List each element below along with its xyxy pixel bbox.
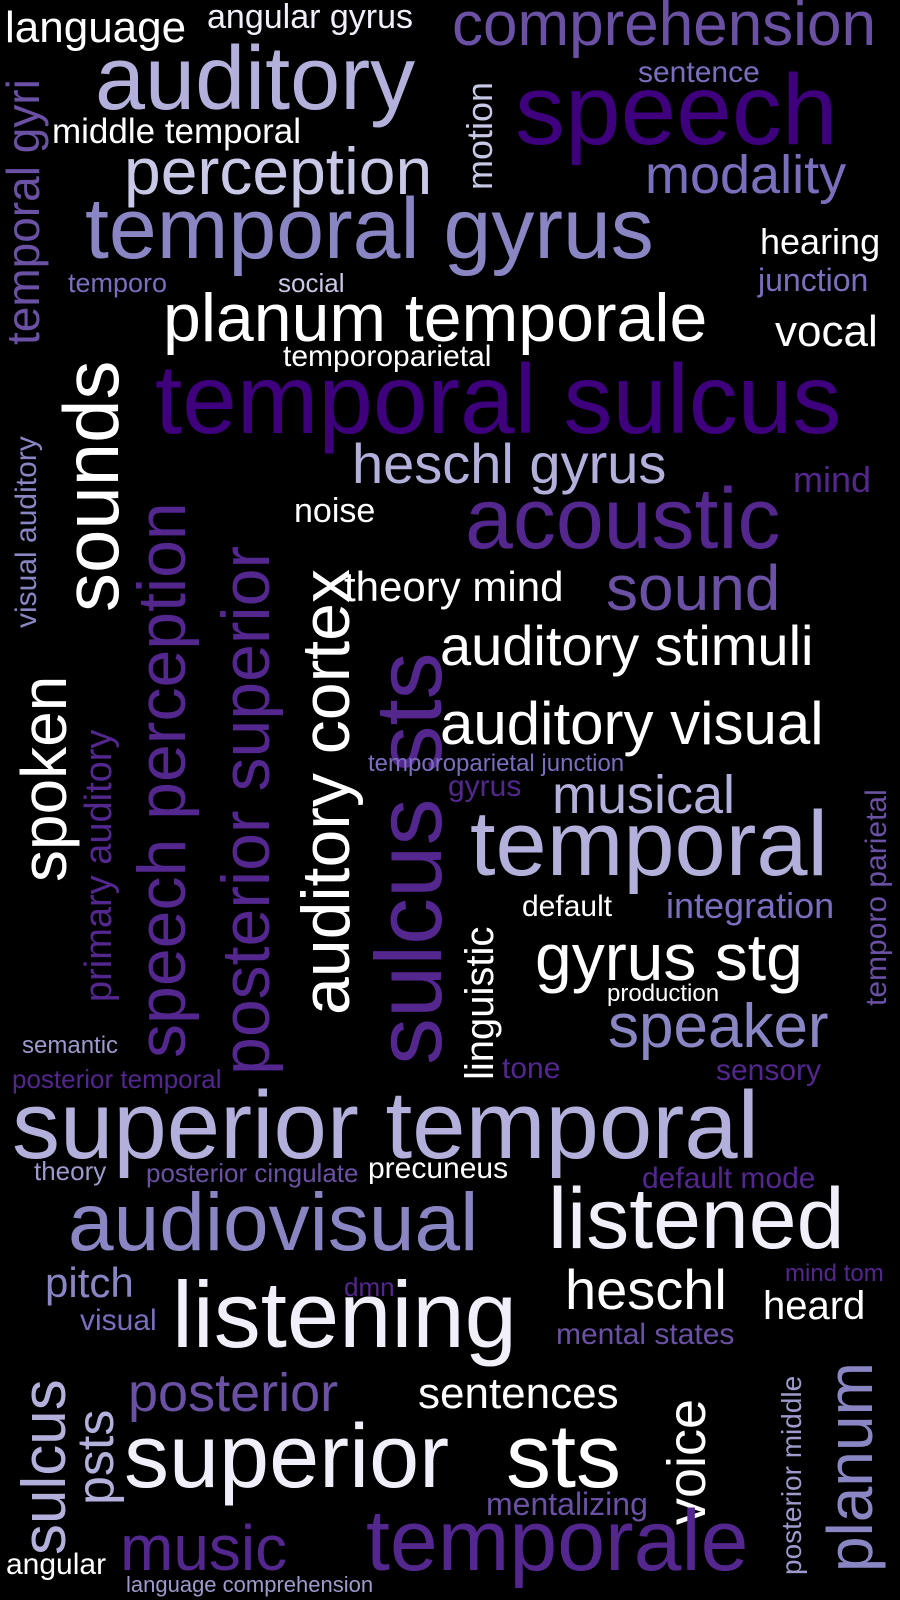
word-spoken: spoken (8, 675, 80, 882)
word-gyrus-stg: gyrus stg (535, 920, 803, 994)
word-gyrus: gyrus (448, 770, 522, 803)
word-planum: planum (814, 1362, 886, 1572)
word-temporo: temporo (68, 268, 168, 298)
word-linguistic: linguistic (458, 926, 502, 1080)
word-sounds: sounds (47, 360, 135, 612)
word-visual-auditory: visual auditory (10, 436, 43, 628)
word-sound: sound (606, 552, 781, 624)
word-modality: modality (645, 145, 847, 205)
word-visual: visual (80, 1304, 157, 1337)
word-junction: junction (758, 262, 869, 298)
word-middle-temporal: middle temporal (52, 112, 301, 151)
word-temporo-parietal: temporo parietal (860, 789, 893, 1006)
word-posterior-superior: posterior superior (208, 545, 284, 1075)
word-temporoparietal-junction: temporoparietal junction (368, 750, 625, 777)
word-angular-gyrus: angular gyrus (207, 0, 414, 36)
word-semantic: semantic (22, 1032, 119, 1059)
word-auditory-cortex: auditory cortex (288, 569, 364, 1015)
word-vocal: vocal (775, 307, 878, 356)
word-mind-tom: mind tom (785, 1260, 884, 1287)
word-planum-temporale: planum temporale (163, 280, 708, 356)
word-sentences: sentences (418, 1369, 619, 1418)
word-posterior-cingulate: posterior cingulate (146, 1158, 359, 1188)
word-mentalizing: mentalizing (486, 1486, 648, 1522)
word-perception: perception (124, 134, 433, 208)
word-primary-auditory: primary auditory (78, 729, 120, 1002)
word-psts: psts (67, 1409, 125, 1505)
word-temporale: temporale (366, 1493, 749, 1589)
word-posterior-temporal: posterior temporal (12, 1064, 222, 1094)
word-speech-perception: speech perception (124, 502, 200, 1058)
word-music: music (120, 1512, 288, 1584)
word-acoustic: acoustic (465, 471, 781, 567)
word-noise: noise (294, 492, 376, 530)
word-temporal-gyrus: temporal gyrus (85, 181, 654, 277)
word-mental-states: mental states (556, 1318, 735, 1351)
word-comprehension: comprehension (452, 0, 876, 59)
word-production: production (607, 980, 720, 1007)
word-default-mode: default mode (642, 1162, 816, 1195)
word-heschl-gyrus: heschl gyrus (352, 432, 667, 495)
word-temporal-sulcus: temporal sulcus (155, 344, 842, 454)
word-auditory-stimuli: auditory stimuli (440, 614, 814, 677)
word-audiovisual: audiovisual (68, 1177, 479, 1268)
word-dmn: dmn (344, 1272, 395, 1302)
word-integration: integration (666, 885, 835, 926)
word-musical: musical (552, 765, 736, 825)
word-angular: angular (6, 1548, 107, 1581)
word-motion: motion (459, 81, 500, 190)
word-default: default (522, 890, 613, 923)
word-mind: mind (793, 459, 872, 500)
word-sts: sts (506, 1407, 622, 1507)
word-hearing: hearing (760, 221, 881, 262)
word-superior-temporal: superior temporal (12, 1072, 759, 1179)
word-listened: listened (548, 1171, 845, 1267)
word-precuneus: precuneus (368, 1152, 509, 1185)
word-auditory: auditory (95, 29, 416, 129)
word-theory: theory (34, 1156, 107, 1186)
word-posterior-middle: posterior middle (776, 1375, 807, 1575)
word-speaker: speaker (608, 992, 829, 1061)
word-auditory-visual: auditory visual (440, 690, 824, 757)
word-sensory: sensory (716, 1054, 822, 1087)
word-language-comprehension: language comprehension (126, 1572, 374, 1597)
word-temporal-gyri: temporal gyri (0, 79, 49, 345)
word-theory-mind: theory mind (344, 563, 564, 610)
word-heard: heard (763, 1284, 866, 1328)
word-language: language (5, 3, 187, 52)
word-speech: speech (515, 54, 838, 166)
word-superior: superior (124, 1407, 450, 1507)
word-heschl: heschl (565, 1258, 727, 1321)
word-temporoparietal: temporoparietal (283, 340, 492, 373)
word-pitch: pitch (45, 1259, 134, 1306)
word-social: social (278, 268, 345, 298)
word-temporal: temporal (470, 793, 828, 895)
word-listening: listening (172, 1262, 517, 1367)
word-sentence: sentence (638, 56, 760, 89)
word-tone: tone (502, 1052, 561, 1085)
word-posterior: posterior (128, 1363, 339, 1423)
